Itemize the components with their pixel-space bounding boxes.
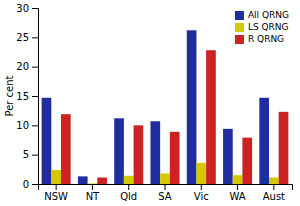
bar	[88, 183, 98, 184]
tick: 30	[16, 3, 38, 14]
bar	[279, 112, 289, 184]
tick-mark	[237, 184, 238, 190]
tick-mark	[165, 184, 166, 190]
bar	[51, 170, 61, 184]
bar	[134, 125, 144, 184]
tick-label: 0	[23, 179, 29, 190]
tick-mark	[56, 184, 57, 190]
bar	[242, 138, 252, 184]
tick: NSW	[44, 184, 68, 202]
series	[61, 50, 288, 184]
tick-mark	[32, 96, 38, 97]
tick-label: 15	[16, 91, 29, 102]
tick-mark	[32, 8, 38, 9]
tick-mark	[92, 184, 93, 190]
bar	[42, 98, 52, 184]
tick-mark	[32, 125, 38, 126]
series	[42, 30, 269, 184]
bar	[124, 176, 134, 184]
y-axis: 0 5 10 15 20 25 30	[16, 3, 38, 190]
tick-label: NT	[86, 191, 100, 202]
bar	[160, 173, 170, 184]
bar	[259, 98, 269, 184]
tick-label: 25	[16, 32, 29, 43]
tick: NT	[86, 184, 100, 202]
bar	[269, 178, 279, 184]
tick: 25	[16, 32, 38, 43]
bar	[170, 132, 180, 184]
bar	[187, 30, 197, 184]
bar	[97, 178, 107, 184]
tick-mark	[32, 184, 38, 185]
tick-label: Qld	[120, 191, 137, 202]
bar	[61, 114, 71, 184]
tick: Aust	[263, 184, 285, 202]
tick-label: WA	[229, 191, 245, 202]
axis-line	[39, 185, 293, 191]
legend-item: All QRNG	[235, 10, 289, 20]
legend-swatch	[235, 35, 244, 44]
tick: WA	[229, 184, 245, 202]
tick: Qld	[120, 184, 137, 202]
tick-label: 20	[16, 61, 29, 72]
tick-label: SA	[158, 191, 172, 202]
legend-label: LS QRNG	[248, 22, 289, 32]
bar	[206, 50, 216, 184]
tick-label: Vic	[194, 191, 209, 202]
tick-mark	[32, 155, 38, 156]
tick-mark	[273, 184, 274, 190]
axis-line	[32, 9, 39, 185]
tick-mark	[32, 37, 38, 38]
tick-label: 10	[16, 120, 29, 131]
tick: 10	[16, 120, 38, 131]
bar	[223, 129, 233, 184]
tick: 20	[16, 61, 38, 72]
bar	[233, 175, 243, 184]
tick: Vic	[194, 184, 209, 202]
tick: 0	[23, 179, 38, 190]
tick-label: 30	[16, 3, 29, 14]
tick-mark	[128, 184, 129, 190]
tick: 5	[23, 149, 38, 160]
plot: 0 5 10 15 20 25 30 NSW NT Qld SA Vic WA Aust All QRNG L…	[16, 3, 292, 202]
y-axis-title: Per cent	[4, 75, 15, 116]
bar	[196, 163, 206, 184]
legend-label: R QRNG	[248, 34, 284, 44]
tick: SA	[158, 184, 172, 202]
tick-label: Aust	[263, 191, 285, 202]
tick-mark	[32, 67, 38, 68]
bar	[78, 176, 88, 184]
legend-label: All QRNG	[248, 10, 289, 20]
tick-label: 5	[23, 149, 29, 160]
chart: 0 5 10 15 20 25 30 NSW NT Qld SA Vic WA Aust All QRNG L…	[0, 0, 300, 206]
x-axis: NSW NT Qld SA Vic WA Aust	[39, 184, 293, 202]
legend-swatch	[235, 23, 244, 32]
tick-label: NSW	[44, 191, 68, 202]
legend: All QRNG LS QRNG R QRNG	[235, 10, 289, 44]
tick: 15	[16, 91, 38, 102]
legend-item: LS QRNG	[235, 22, 289, 32]
bar	[114, 118, 124, 184]
bars	[42, 30, 289, 184]
legend-swatch	[235, 11, 244, 20]
bar	[150, 121, 160, 184]
legend-item: R QRNG	[235, 34, 284, 44]
tick-mark	[201, 184, 202, 190]
